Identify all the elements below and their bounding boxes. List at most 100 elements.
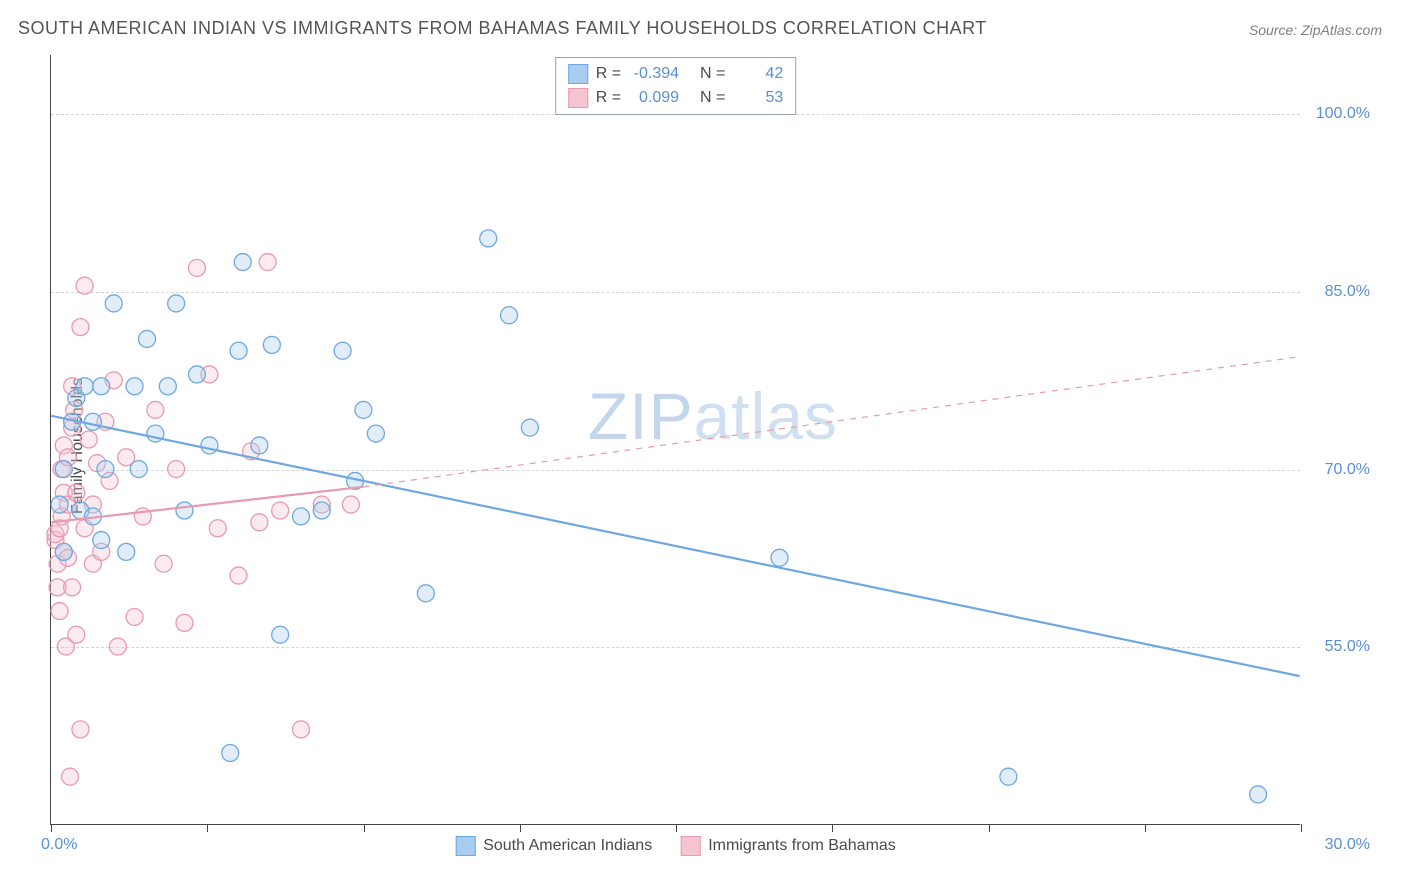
- data-point: [105, 295, 122, 312]
- data-point: [126, 378, 143, 395]
- legend-swatch-bottom-1: [680, 836, 700, 856]
- legend-swatch-1: [568, 88, 588, 108]
- r-label: R =: [596, 89, 621, 107]
- x-tick: [832, 824, 833, 832]
- data-point: [130, 461, 147, 478]
- x-tick: [1301, 824, 1302, 832]
- data-point: [222, 745, 239, 762]
- data-point: [168, 295, 185, 312]
- x-tick: [1145, 824, 1146, 832]
- x-tick: [989, 824, 990, 832]
- legend-text-0: R = -0.394 N = 42: [596, 65, 784, 83]
- data-point: [168, 461, 185, 478]
- data-point: [159, 378, 176, 395]
- data-point: [292, 721, 309, 738]
- data-point: [272, 626, 289, 643]
- data-point: [72, 319, 89, 336]
- trend-line-extrapolated: [363, 357, 1299, 487]
- x-tick: [520, 824, 521, 832]
- data-point: [62, 768, 79, 785]
- data-point: [109, 638, 126, 655]
- data-point: [251, 514, 268, 531]
- data-point: [501, 307, 518, 324]
- legend-swatch-0: [568, 64, 588, 84]
- data-point: [68, 626, 85, 643]
- x-tick: [207, 824, 208, 832]
- x-tick: [676, 824, 677, 832]
- data-point: [72, 721, 89, 738]
- data-point: [76, 378, 93, 395]
- legend-swatch-bottom-0: [455, 836, 475, 856]
- data-point: [230, 342, 247, 359]
- series-legend: South American Indians Immigrants from B…: [455, 836, 896, 856]
- data-point: [259, 254, 276, 271]
- x-axis-max-label: 30.0%: [1325, 836, 1370, 854]
- plot-area: ZIPatlas 55.0%70.0%85.0%100.0% 0.0% 30.0…: [50, 55, 1300, 825]
- data-point: [155, 555, 172, 572]
- correlation-legend: R = -0.394 N = 42 R = 0.099 N = 53: [555, 57, 797, 115]
- data-point: [417, 585, 434, 602]
- data-point: [80, 431, 97, 448]
- data-point: [480, 230, 497, 247]
- data-point: [139, 330, 156, 347]
- data-point: [263, 336, 280, 353]
- legend-label-0: South American Indians: [483, 837, 652, 855]
- chart-container: SOUTH AMERICAN INDIAN VS IMMIGRANTS FROM…: [0, 0, 1406, 892]
- data-point: [230, 567, 247, 584]
- data-point: [1250, 786, 1267, 803]
- legend-item-0: South American Indians: [455, 836, 652, 856]
- data-point: [521, 419, 538, 436]
- data-point: [188, 259, 205, 276]
- data-point: [292, 508, 309, 525]
- data-point: [201, 437, 218, 454]
- x-tick: [364, 824, 365, 832]
- data-point: [93, 532, 110, 549]
- data-point: [51, 603, 68, 620]
- data-point: [176, 502, 193, 519]
- data-point: [209, 520, 226, 537]
- legend-row-series-0: R = -0.394 N = 42: [568, 62, 784, 86]
- data-point: [367, 425, 384, 442]
- data-point: [771, 549, 788, 566]
- source-attribution: Source: ZipAtlas.com: [1249, 22, 1382, 38]
- n-value-0: 42: [731, 65, 783, 83]
- scatter-svg: [51, 55, 1300, 824]
- data-point: [147, 401, 164, 418]
- data-point: [76, 277, 93, 294]
- data-point: [68, 484, 85, 501]
- legend-label-1: Immigrants from Bahamas: [708, 837, 896, 855]
- y-tick-label: 70.0%: [1325, 461, 1370, 479]
- data-point: [234, 254, 251, 271]
- data-point: [176, 614, 193, 631]
- n-value-1: 53: [731, 89, 783, 107]
- r-value-1: 0.099: [627, 89, 679, 107]
- data-point: [355, 401, 372, 418]
- data-point: [342, 496, 359, 513]
- data-point: [55, 461, 72, 478]
- data-point: [188, 366, 205, 383]
- data-point: [55, 543, 72, 560]
- n-label: N =: [700, 89, 725, 107]
- r-label: R =: [596, 65, 621, 83]
- data-point: [126, 608, 143, 625]
- trend-line: [51, 416, 1299, 676]
- data-point: [93, 378, 110, 395]
- data-point: [97, 461, 114, 478]
- data-point: [64, 579, 81, 596]
- chart-title: SOUTH AMERICAN INDIAN VS IMMIGRANTS FROM…: [18, 18, 987, 39]
- r-value-0: -0.394: [627, 65, 679, 83]
- legend-text-1: R = 0.099 N = 53: [596, 89, 784, 107]
- data-point: [84, 413, 101, 430]
- y-tick-label: 100.0%: [1316, 105, 1370, 123]
- legend-row-series-1: R = 0.099 N = 53: [568, 86, 784, 110]
- data-point: [272, 502, 289, 519]
- n-label: N =: [700, 65, 725, 83]
- y-tick-label: 85.0%: [1325, 283, 1370, 301]
- x-axis-min-label: 0.0%: [41, 836, 77, 854]
- data-point: [334, 342, 351, 359]
- data-point: [1000, 768, 1017, 785]
- x-tick: [51, 824, 52, 832]
- data-point: [251, 437, 268, 454]
- data-point: [51, 496, 68, 513]
- legend-item-1: Immigrants from Bahamas: [680, 836, 896, 856]
